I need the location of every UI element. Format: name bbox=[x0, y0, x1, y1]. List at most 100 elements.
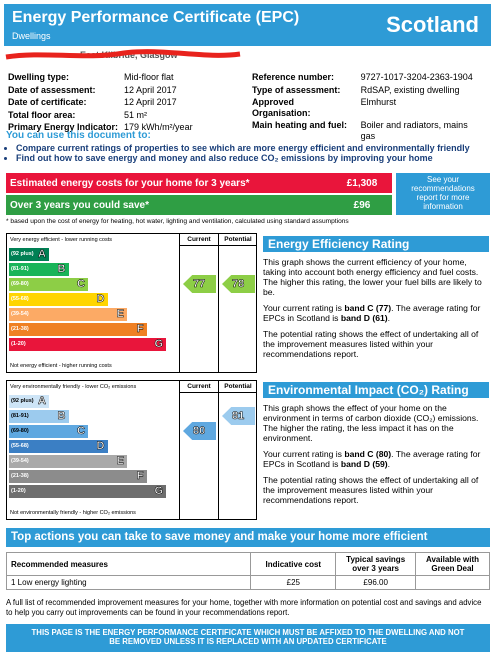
detail-label: Reference number: bbox=[252, 72, 335, 82]
detail-row: Primary Energy Indicator: 179 kWh/m²/year bbox=[8, 122, 197, 133]
band-range: (55-68) bbox=[11, 296, 29, 302]
cost-row: Over 3 years you could save* £96 bbox=[6, 195, 392, 215]
rule bbox=[179, 245, 257, 246]
col-header: Current bbox=[187, 383, 211, 390]
actions-table: Recommended measures Indicative cost Typic… bbox=[5, 552, 490, 590]
band-letter: A bbox=[38, 248, 46, 261]
details-left: Dwelling type: Mid-floor flat Date of asse… bbox=[6, 70, 199, 135]
band-letter: C bbox=[77, 278, 85, 291]
rating-arrow: 81 bbox=[222, 407, 255, 425]
impact-text: Environmental Impact (CO₂) Rating This g… bbox=[263, 382, 489, 511]
text-segment: This graph shows the current efficiency … bbox=[263, 257, 482, 297]
band: (92 plus) A bbox=[9, 395, 49, 408]
detail-row: Approved Organisation: Elmhurst bbox=[252, 97, 488, 118]
detail-row: Total floor area: 51 m² bbox=[8, 110, 197, 121]
text-segment: band D (59) bbox=[340, 459, 388, 469]
detail-row: Reference number: 9727-1017-3204-2363-190… bbox=[252, 72, 488, 83]
paragraph: This graph shows the effect of your home… bbox=[263, 403, 489, 443]
band: (69-80) C bbox=[9, 425, 88, 438]
rating-arrow: 80 bbox=[183, 422, 216, 440]
band: (69-80) C bbox=[9, 278, 88, 291]
cost-side: See your recommendations report for more… bbox=[396, 173, 490, 215]
paragraph: This graph shows the current efficiency … bbox=[263, 257, 489, 297]
uses-list: Compare current ratings of properties to… bbox=[6, 143, 490, 163]
divider bbox=[218, 381, 219, 519]
band: (21-38) F bbox=[9, 470, 147, 483]
title: Energy Performance Certificate (EPC) bbox=[12, 9, 300, 26]
top-label: Very environmentally friendly - lower CO… bbox=[10, 384, 137, 390]
paragraph: Your current rating is band C (80). The … bbox=[263, 449, 489, 469]
band-range: (21-38) bbox=[11, 473, 29, 479]
header: Energy Performance Certificate (EPC) Dwe… bbox=[4, 4, 491, 46]
band: (92 plus) A bbox=[9, 248, 49, 261]
band: (1-20) G bbox=[9, 338, 166, 351]
rating-value: 77 bbox=[193, 278, 206, 291]
band: (81-91) B bbox=[9, 410, 69, 423]
redaction bbox=[5, 49, 241, 60]
divider bbox=[179, 381, 180, 519]
detail-row: Type of assessment: RdSAP, existing dwell… bbox=[252, 85, 488, 96]
band-letter: F bbox=[136, 470, 144, 483]
impact-chart: Very environmentally friendly - lower CO… bbox=[6, 380, 257, 520]
band-letter: G bbox=[154, 485, 163, 498]
band: (55-68) D bbox=[9, 440, 108, 453]
heading: Environmental Impact (CO₂) Rating bbox=[263, 382, 489, 398]
band-range: (69-80) bbox=[11, 281, 29, 287]
efficiency-text: Energy Efficiency Rating This graph show… bbox=[263, 236, 489, 365]
country: Scotland bbox=[386, 12, 479, 37]
band-range: (1-20) bbox=[11, 488, 26, 494]
cost-label: Estimated energy costs for your home for… bbox=[10, 177, 250, 189]
col-header: Current bbox=[187, 236, 211, 243]
band-letter: C bbox=[77, 425, 85, 438]
detail-row: Date of certificate: 12 April 2017 bbox=[8, 97, 197, 108]
banner: THIS PAGE IS THE ENERGY PERFORMANCE CERT… bbox=[6, 624, 490, 652]
text-segment: The potential rating shows the effect of… bbox=[263, 475, 479, 505]
bottom-label: Not environmentally friendly - higher CO… bbox=[10, 510, 136, 516]
text-segment: band C (80) bbox=[344, 449, 392, 459]
rule bbox=[179, 392, 257, 393]
band-letter: F bbox=[136, 323, 144, 336]
rating-value: 81 bbox=[232, 410, 245, 423]
cost-row: Estimated energy costs for your home for… bbox=[6, 173, 392, 193]
details-right: Reference number: 9727-1017-3204-2363-190… bbox=[250, 70, 490, 143]
actions-heading: Top actions you can take to save money a… bbox=[6, 528, 490, 547]
bullet: Find out how to save energy and money an… bbox=[16, 153, 490, 163]
band-letter: A bbox=[38, 395, 46, 408]
costs: Estimated energy costs for your home for… bbox=[6, 173, 392, 215]
detail-value: RdSAP, existing dwelling bbox=[360, 84, 460, 95]
detail-value: 9727-1017-3204-2363-1904 bbox=[360, 72, 473, 82]
rating-value: 78 bbox=[232, 278, 245, 291]
detail-row: Date of assessment: 12 April 2017 bbox=[8, 85, 197, 96]
text-segment: . The average rating for EPCs in Scotlan… bbox=[263, 303, 481, 323]
paragraph: The potential rating shows the effect of… bbox=[263, 475, 489, 505]
band-range: (81-91) bbox=[11, 413, 29, 419]
footer: A full list of recommended improvement m… bbox=[6, 598, 482, 617]
detail-value: Mid-floor flat bbox=[124, 72, 174, 82]
band: (81-91) B bbox=[9, 263, 69, 276]
paragraphs: This graph shows the effect of your home… bbox=[263, 403, 489, 505]
cell: £25 bbox=[250, 575, 337, 590]
band-letter: D bbox=[96, 440, 105, 453]
detail-value: Elmhurst bbox=[360, 97, 397, 107]
band-letter: B bbox=[57, 263, 66, 276]
scribble bbox=[5, 49, 241, 60]
band: (1-20) G bbox=[9, 485, 166, 498]
header-row: Recommended measures Indicative cost Typic… bbox=[5, 552, 490, 576]
detail-label: Approved Organisation: bbox=[252, 97, 311, 118]
text-segment: . bbox=[387, 459, 391, 469]
cell: £96.00 bbox=[335, 575, 417, 590]
column-header: Available with Green Deal bbox=[415, 552, 490, 576]
rating-arrow: 78 bbox=[222, 275, 255, 293]
band-range: (1-20) bbox=[11, 341, 26, 347]
detail-value: 12 April 2017 bbox=[124, 97, 177, 107]
detail-label: Date of certificate: bbox=[8, 97, 87, 107]
text-segment: . The average rating for EPCs in Scotlan… bbox=[263, 449, 481, 469]
band-letter: G bbox=[154, 338, 163, 351]
column-header: Indicative cost bbox=[250, 552, 337, 576]
text-segment: Your current rating is bbox=[263, 303, 345, 313]
detail-row: Dwelling type: Mid-floor flat bbox=[8, 72, 197, 83]
band-range: (92 plus) bbox=[11, 251, 34, 257]
uses: You can use this document to: Compare cu… bbox=[6, 130, 490, 163]
band: (21-38) F bbox=[9, 323, 147, 336]
